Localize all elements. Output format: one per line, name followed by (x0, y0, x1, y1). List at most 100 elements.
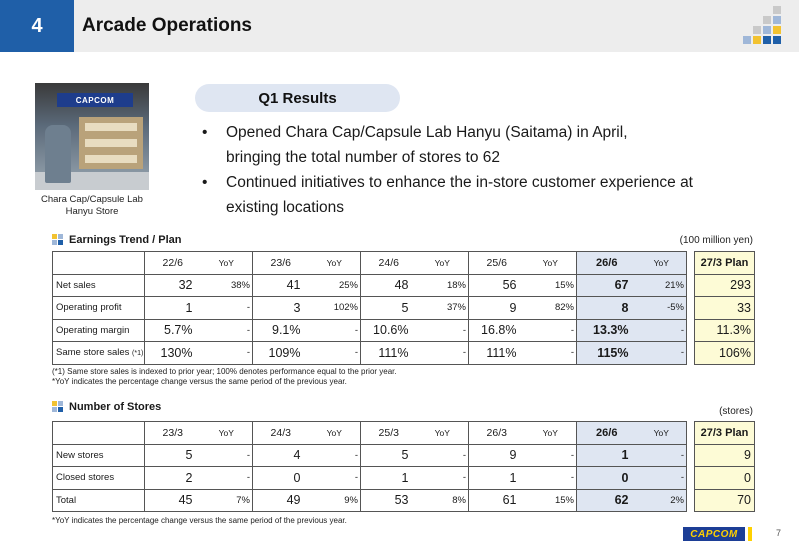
value-cell: 5.7% (144, 318, 201, 342)
table-header-row: 23/3 YoY 24/3 YoY 25/3 YoY 26/3 YoY 26/6 YoY … (52, 421, 755, 445)
row-label: Total (52, 488, 145, 512)
value-cell: 2 (144, 466, 201, 490)
plan-cell: 9 (694, 443, 755, 467)
earnings-table: 22/6 YoY 23/6 YoY 24/6 YoY 25/6 YoY 26/6 YoY … (52, 251, 755, 365)
value-cell: 1 (468, 466, 525, 490)
yoy-cell: - (524, 466, 577, 490)
plan-cell: 33 (694, 296, 755, 320)
yoy-cell: 82% (524, 296, 577, 320)
stores-unit: (stores) (719, 406, 753, 417)
earnings-heading: Earnings Trend / Plan (52, 234, 181, 246)
section-number: 4 (0, 0, 74, 52)
yoy-cell: - (308, 341, 361, 365)
plan-cell: 106% (694, 341, 755, 365)
yoy-cell: - (636, 443, 687, 467)
value-cell: 16.8% (468, 318, 525, 342)
plan-cell: 11.3% (694, 318, 755, 342)
yoy-cell: - (416, 443, 469, 467)
yoy-cell: - (636, 318, 687, 342)
heading-square-icon (52, 234, 64, 246)
value-cell: 8 (576, 296, 637, 320)
yoy-cell: - (416, 466, 469, 490)
table-row: Closed stores 2-0-1-1-0-0 (52, 466, 755, 490)
plan-cell: 293 (694, 273, 755, 297)
value-cell: 109% (252, 341, 309, 365)
stores-table: 23/3 YoY 24/3 YoY 25/3 YoY 26/3 YoY 26/6 YoY … (52, 421, 755, 512)
yoy-cell: 9% (308, 488, 361, 512)
yoy-cell: 15% (524, 273, 577, 297)
value-cell: 1 (144, 296, 201, 320)
row-label: New stores (52, 443, 145, 467)
heading-square-icon (52, 401, 64, 413)
yoy-cell: - (524, 443, 577, 467)
table-row: Total 45 7% 49 9% 53 8% 61 15% 62 2% 70 (52, 488, 755, 512)
yoy-cell: - (200, 296, 253, 320)
earnings-unit: (100 million yen) (679, 235, 753, 246)
yoy-cell: - (308, 318, 361, 342)
value-cell: 5 (360, 443, 417, 467)
value-cell: 67 (576, 273, 637, 297)
table-row: Operating margin 5.7% -9.1% -10.6% -16.8% -13… (52, 318, 755, 342)
page-number: 7 (775, 528, 781, 538)
yoy-cell: - (524, 318, 577, 342)
yoy-cell: 18% (416, 273, 469, 297)
value-cell: 45 (144, 488, 201, 512)
capcom-logo: CAPCOM (683, 527, 745, 541)
yoy-cell: 21% (636, 273, 687, 297)
store-photo: CAPCOM (35, 83, 149, 190)
bullet-item: • Continued initiatives to enhance the i… (202, 174, 693, 216)
yoy-cell: - (308, 466, 361, 490)
table-row: New stores 5-4-5-9-1-9 (52, 443, 755, 467)
row-label: Operating margin (52, 318, 145, 342)
value-cell: 48 (360, 273, 417, 297)
value-cell: 49 (252, 488, 309, 512)
value-cell: 9.1% (252, 318, 309, 342)
plan-cell: 70 (694, 488, 755, 512)
yoy-cell: - (200, 318, 253, 342)
row-label: Closed stores (52, 466, 145, 490)
yoy-cell: - (416, 318, 469, 342)
table-row: Operating profit 1-3 102% 5 37% 9 82% 8 -5% 33 (52, 296, 755, 320)
value-cell: 5 (144, 443, 201, 467)
yoy-cell: 7% (200, 488, 253, 512)
yoy-cell: - (200, 341, 253, 365)
yoy-cell: 2% (636, 488, 687, 512)
yoy-cell: - (636, 466, 687, 490)
stores-heading: Number of Stores (52, 401, 161, 413)
value-cell: 62 (576, 488, 637, 512)
value-cell: 4 (252, 443, 309, 467)
yoy-cell: 8% (416, 488, 469, 512)
value-cell: 0 (576, 466, 637, 490)
table-header-row: 22/6 YoY 23/6 YoY 24/6 YoY 25/6 YoY 26/6 YoY … (52, 251, 755, 275)
q1-results-title: Q1 Results (195, 84, 400, 112)
value-cell: 1 (576, 443, 637, 467)
page-title: Arcade Operations (82, 15, 252, 36)
plan-cell: 0 (694, 466, 755, 490)
value-cell: 9 (468, 296, 525, 320)
earnings-notes: (*1) Same store sales is indexed to prio… (52, 367, 397, 386)
value-cell: 111% (360, 341, 417, 365)
table-row: Net sales 32 38% 41 25% 48 18% 56 15% 67 21% 293 (52, 273, 755, 297)
logo-accent-bar (748, 527, 752, 541)
q1-bullet-list: • Opened Chara Cap/Capsule Lab Hanyu (Sa… (200, 120, 760, 220)
value-cell: 9 (468, 443, 525, 467)
value-cell: 53 (360, 488, 417, 512)
yoy-cell: - (636, 341, 687, 365)
value-cell: 0 (252, 466, 309, 490)
value-cell: 1 (360, 466, 417, 490)
value-cell: 5 (360, 296, 417, 320)
yoy-cell: -5% (636, 296, 687, 320)
yoy-cell: - (524, 341, 577, 365)
value-cell: 61 (468, 488, 525, 512)
row-label: Net sales (52, 273, 145, 297)
yoy-cell: - (200, 466, 253, 490)
row-label: Same store sales (*1) (52, 341, 145, 365)
yoy-cell: 38% (200, 273, 253, 297)
yoy-cell: 25% (308, 273, 361, 297)
yoy-cell: - (308, 443, 361, 467)
bullet-item: • Opened Chara Cap/Capsule Lab Hanyu (Sa… (202, 124, 628, 166)
table-row: Same store sales (*1) 130% -109% -111% -111%… (52, 341, 755, 365)
yoy-cell: 102% (308, 296, 361, 320)
value-cell: 56 (468, 273, 525, 297)
yoy-cell: 37% (416, 296, 469, 320)
